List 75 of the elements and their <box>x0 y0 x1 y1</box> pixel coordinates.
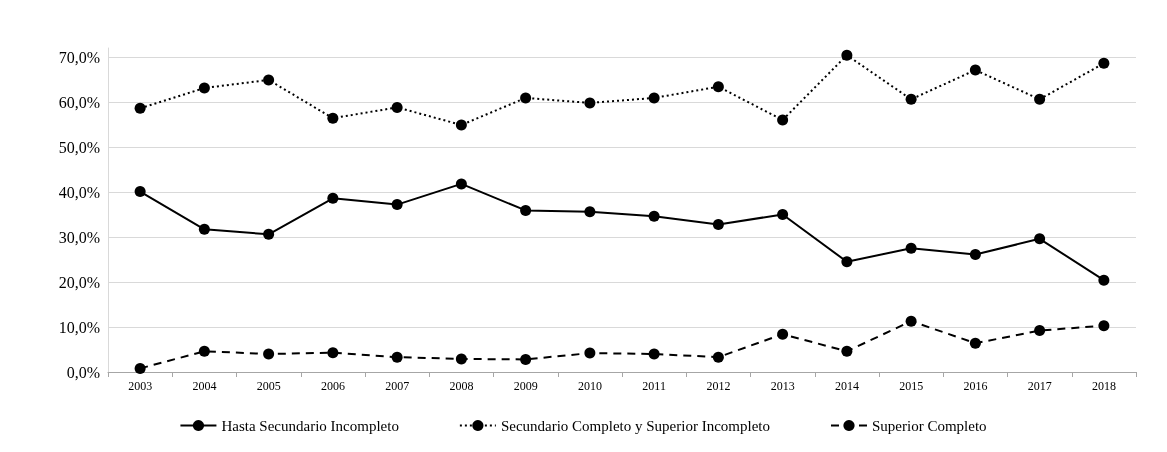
point <box>327 192 339 204</box>
point <box>905 315 917 327</box>
y-tick-label: 0,0% <box>66 363 100 381</box>
point <box>520 92 532 104</box>
point <box>712 81 724 93</box>
point <box>391 199 403 211</box>
point <box>648 210 660 222</box>
x-tick-label: 2015 <box>899 379 924 393</box>
point <box>648 348 660 360</box>
point <box>584 97 596 109</box>
x-tick-label: 2016 <box>963 379 988 393</box>
point <box>198 82 210 94</box>
point <box>712 351 724 363</box>
point <box>455 119 467 131</box>
x-tick-label: 2014 <box>834 379 859 393</box>
point <box>584 206 596 218</box>
point <box>263 228 275 240</box>
x-tick-label: 2018 <box>1091 379 1116 393</box>
x-tick-label: 2017 <box>1027 379 1052 393</box>
point <box>198 345 210 357</box>
x-tick-label: 2009 <box>513 379 538 393</box>
y-tick-label: 40,0% <box>58 183 100 201</box>
y-tick-label: 30,0% <box>58 228 100 246</box>
point <box>263 74 275 86</box>
point <box>327 347 339 359</box>
x-tick-label: 2003 <box>128 379 153 393</box>
x-tick-label: 2013 <box>770 379 795 393</box>
point <box>1034 325 1046 337</box>
legend-label: Secundario Completo y Superior Incompleto <box>500 417 770 434</box>
point <box>584 347 596 359</box>
y-tick-label: 70,0% <box>58 48 100 66</box>
legend-label: Hasta Secundario Incompleto <box>221 417 399 434</box>
x-tick-label: 2012 <box>706 379 731 393</box>
y-tick-label: 60,0% <box>58 93 100 111</box>
point <box>520 204 532 216</box>
point <box>1098 320 1110 332</box>
point <box>1034 233 1046 245</box>
point <box>841 345 853 357</box>
point <box>327 112 339 124</box>
point <box>520 353 532 365</box>
point <box>263 348 275 360</box>
legend-label: Superior Completo <box>871 417 987 434</box>
point <box>777 328 789 340</box>
point <box>134 102 146 114</box>
point <box>777 209 789 220</box>
point <box>777 114 789 126</box>
x-tick-label: 2006 <box>320 379 345 393</box>
point <box>391 101 403 113</box>
point <box>969 249 981 261</box>
point <box>391 351 403 363</box>
x-tick-label: 2008 <box>449 379 474 393</box>
x-tick-label: 2007 <box>385 379 410 393</box>
point <box>841 256 853 268</box>
point <box>198 223 210 235</box>
y-tick-label: 10,0% <box>58 318 100 336</box>
point <box>1098 274 1110 286</box>
point <box>905 93 917 105</box>
point <box>712 218 724 230</box>
point <box>648 92 660 104</box>
x-tick-label: 2010 <box>577 379 602 393</box>
point <box>134 186 146 198</box>
point <box>455 178 467 190</box>
point <box>455 353 467 365</box>
point <box>134 362 146 374</box>
x-tick-label: 2011 <box>642 379 666 393</box>
point <box>969 337 981 349</box>
y-tick-label: 50,0% <box>58 138 100 156</box>
x-tick-label: 2004 <box>192 379 217 393</box>
point <box>1034 93 1046 105</box>
point <box>841 49 853 61</box>
point <box>1098 57 1110 69</box>
x-tick-label: 2005 <box>256 379 281 393</box>
point <box>905 242 917 254</box>
y-tick-label: 20,0% <box>58 273 100 291</box>
point <box>969 64 981 76</box>
